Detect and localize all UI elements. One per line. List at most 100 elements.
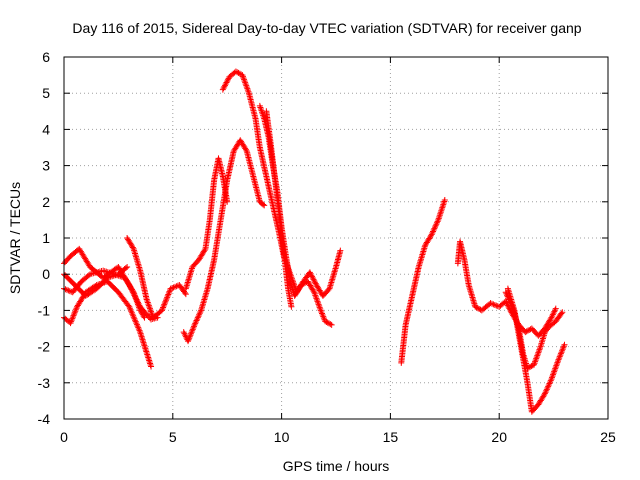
data-point	[201, 247, 208, 254]
data-point	[131, 315, 138, 322]
series-track-k	[398, 196, 448, 366]
data-point	[223, 79, 230, 86]
chart-title: Day 116 of 2015, Sidereal Day-to-day VTE…	[72, 20, 581, 36]
data-point	[554, 358, 561, 365]
y-tick-label: -3	[38, 375, 51, 391]
data-point	[260, 201, 267, 208]
data-point	[128, 308, 135, 315]
data-point	[191, 321, 198, 328]
data-point	[487, 300, 494, 307]
data-point	[192, 320, 199, 327]
data-point	[182, 291, 189, 298]
data-point	[134, 323, 141, 330]
data-point	[429, 229, 436, 236]
data-point	[546, 380, 553, 387]
data-point	[427, 232, 434, 239]
x-tick-label: 10	[274, 429, 290, 445]
data-point	[306, 269, 313, 276]
series-track-a	[61, 278, 155, 370]
data-point	[242, 146, 249, 153]
data-point	[130, 314, 137, 321]
data-point	[72, 306, 79, 313]
data-point	[126, 305, 133, 312]
data-point	[326, 320, 333, 327]
data-point	[160, 304, 167, 311]
data-point	[491, 301, 498, 308]
data-point	[528, 363, 535, 370]
data-point	[300, 280, 307, 287]
data-point	[310, 287, 317, 294]
y-tick-label: 3	[42, 158, 50, 174]
data-point	[236, 70, 243, 77]
data-point	[222, 82, 229, 89]
data-point	[430, 228, 437, 235]
data-point	[126, 303, 133, 310]
data-point	[298, 282, 305, 289]
data-point	[555, 356, 562, 363]
data-point	[310, 276, 317, 283]
data-point	[288, 303, 295, 310]
y-tick-label: 1	[42, 230, 50, 246]
data-point	[197, 308, 204, 315]
data-point	[63, 286, 70, 293]
data-point	[307, 270, 314, 277]
data-point	[559, 347, 566, 354]
data-point	[541, 392, 548, 399]
data-point	[186, 333, 193, 340]
data-point	[70, 312, 77, 319]
data-point	[192, 318, 199, 325]
data-point	[490, 301, 497, 308]
data-point	[488, 300, 495, 307]
data-point	[71, 311, 78, 318]
data-point	[524, 327, 531, 334]
data-point	[189, 326, 196, 333]
series-track-j	[263, 108, 295, 310]
data-point	[558, 349, 565, 356]
data-point	[169, 285, 176, 292]
y-tick-label: -2	[38, 339, 51, 355]
data-point	[541, 390, 548, 397]
data-point	[556, 355, 563, 362]
x-tick-label: 20	[491, 429, 507, 445]
data-point	[473, 304, 480, 311]
data-point	[299, 281, 306, 288]
data-point	[68, 317, 75, 324]
data-point	[434, 218, 441, 225]
data-point	[185, 338, 192, 345]
data-point	[224, 76, 231, 83]
data-point	[128, 309, 135, 316]
data-point	[560, 344, 567, 351]
series-track-n	[504, 285, 568, 415]
series-track-g	[182, 155, 231, 292]
series-track-f	[180, 137, 268, 345]
data-point	[311, 277, 318, 284]
data-point	[547, 377, 554, 384]
data-point	[189, 327, 196, 334]
data-point	[129, 244, 136, 251]
data-point	[474, 305, 481, 312]
data-point	[190, 324, 197, 331]
data-point	[161, 300, 168, 307]
data-point	[431, 225, 438, 232]
data-point	[428, 231, 435, 238]
data-point	[188, 329, 195, 336]
data-point	[221, 83, 228, 90]
data-point	[186, 335, 193, 342]
data-point	[552, 305, 559, 312]
data-point	[308, 272, 315, 279]
data-point	[194, 314, 201, 321]
data-point	[441, 196, 448, 203]
data-point	[185, 336, 192, 343]
data-point	[158, 307, 165, 314]
data-point	[261, 202, 268, 209]
y-tick-label: 4	[42, 121, 50, 137]
data-point	[162, 297, 169, 304]
x-tick-label: 5	[169, 429, 177, 445]
data-point	[72, 308, 79, 315]
data-point	[543, 386, 550, 393]
data-point	[159, 305, 166, 312]
data-point	[161, 301, 168, 308]
x-tick-label: 25	[600, 429, 616, 445]
data-point	[133, 321, 140, 328]
